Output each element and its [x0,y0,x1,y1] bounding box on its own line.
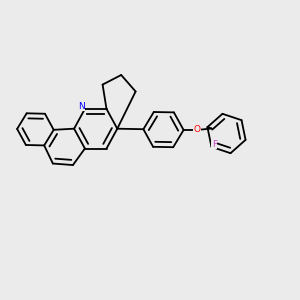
Text: N: N [78,102,85,111]
Text: F: F [212,140,217,149]
Text: O: O [194,125,201,134]
